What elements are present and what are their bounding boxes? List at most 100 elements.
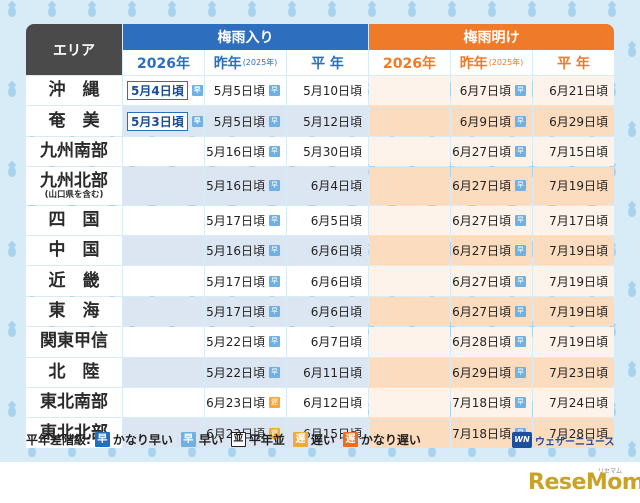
header-area: エリア: [26, 24, 122, 75]
header-tsuyu-ake: 梅雨明け: [369, 24, 614, 50]
raindrop-icon: [468, 446, 476, 457]
early-badge-icon: 早: [515, 145, 526, 157]
ake-lastyear-cell-text: 6月27日頃: [452, 213, 511, 228]
ake-2026-cell: [369, 327, 450, 357]
iri-heinen-cell: 6月6日頃: [287, 236, 368, 266]
ake-heinen-cell-text: 7月19日頃: [549, 335, 608, 350]
area-cell: 沖 縄: [26, 76, 122, 106]
iri-lastyear-cell: 5月16日頃早: [205, 236, 286, 266]
iri-lastyear-cell-text: 5月5日頃: [213, 114, 265, 129]
raindrop-icon: [368, 6, 376, 17]
early-badge-icon: 早: [269, 366, 280, 378]
raindrop-icon: [8, 6, 16, 17]
raindrop-icon: [148, 446, 156, 457]
area-cell: 北 陸: [26, 357, 122, 387]
ake-lastyear-cell-text: 6月27日頃: [452, 304, 511, 319]
ake-heinen-cell-text: 7月19日頃: [549, 304, 608, 319]
ake-heinen-cell: 7月15日頃: [533, 136, 614, 167]
ake-lastyear-cell: 6月27日頃早: [451, 205, 532, 235]
early-badge-icon: 早: [269, 275, 280, 287]
raindrop-icon: [388, 446, 396, 457]
iri-lastyear-cell-text: 5月17日頃: [206, 304, 265, 319]
ake-lastyear-cell-text: 6月29日頃: [452, 365, 511, 380]
iri-lastyear-cell: 5月16日頃早: [205, 136, 286, 167]
ake-heinen-cell: 6月21日頃: [533, 76, 614, 106]
raindrop-icon: [628, 46, 636, 57]
legend-items: 早かなり早い早早い並平年並遅遅い遅かなり遅い: [94, 431, 429, 448]
early-badge-icon: 早: [269, 85, 280, 97]
area-name: 沖 縄: [48, 80, 100, 101]
ake-2026-cell: [369, 266, 450, 296]
raindrop-icon: [48, 6, 56, 17]
iri-2026-cell-text: 5月3日頃: [127, 111, 188, 131]
subheader-iri-lastyear: 昨年 (2025年): [205, 50, 286, 75]
ake-lastyear-cell-text: 7月18日頃: [452, 396, 511, 411]
ake-heinen-cell: 7月28日頃: [533, 418, 614, 448]
legend-item: 遅遅い: [292, 431, 335, 448]
iri-heinen-cell-text: 6月6日頃: [310, 274, 362, 289]
legend-swatch-icon: 並: [230, 431, 246, 447]
ake-lastyear-cell-text: 7月18日頃: [452, 426, 511, 441]
ake-lastyear-cell: 6月27日頃早: [451, 136, 532, 167]
early-badge-icon: 早: [269, 115, 280, 127]
legend-label: かなり早い: [112, 432, 173, 447]
ake-lastyear-cell: 6月29日頃早: [451, 357, 532, 387]
raindrop-icon: [628, 446, 636, 457]
ake-lastyear-cell: 6月27日頃早: [451, 296, 532, 327]
iri-2026-cell: [123, 357, 204, 387]
early-badge-icon: 早: [515, 115, 526, 127]
raindrop-icon: [408, 6, 416, 17]
iri-lastyear-cell: 5月17日頃早: [205, 205, 286, 235]
ake-2026-cell: [369, 106, 450, 136]
iri-lastyear-cell-text: 5月17日頃: [206, 274, 265, 289]
ake-lastyear-cell: 7月18日頃早: [451, 388, 532, 418]
area-cell: 東 海: [26, 296, 122, 327]
area-subnote: (山口県を含む): [44, 189, 104, 200]
subheader-ake-lastyear: 昨年 (2025年): [451, 50, 532, 75]
raindrop-icon: [268, 446, 276, 457]
raindrop-icon: [508, 446, 516, 457]
early-badge-icon: 早: [515, 85, 526, 97]
early-badge-icon: 早: [269, 336, 280, 348]
iri-lastyear-cell-text: 6月23日頃: [206, 396, 265, 411]
area-name: 四 国: [48, 209, 100, 230]
ake-lastyear-cell: 6月27日頃早: [451, 167, 532, 205]
iri-lastyear-cell-text: 5月22日頃: [206, 335, 265, 350]
raindrop-icon: [348, 446, 356, 457]
legend-item: 遅かなり遅い: [342, 431, 421, 448]
iri-heinen-cell-text: 6月5日頃: [310, 213, 362, 228]
raindrop-icon: [568, 6, 576, 17]
iri-heinen-cell: 6月4日頃: [287, 167, 368, 205]
ake-heinen-cell-text: 7月23日頃: [549, 365, 608, 380]
legend-swatch-icon: 早: [180, 431, 196, 447]
ake-heinen-cell-text: 7月24日頃: [549, 396, 608, 411]
iri-heinen-cell: 6月6日頃: [287, 266, 368, 296]
raindrop-icon: [448, 6, 456, 17]
ake-heinen-cell: 7月19日頃: [533, 266, 614, 296]
legend-item: 早かなり早い: [94, 431, 173, 448]
raindrop-icon: [488, 6, 496, 17]
raindrop-icon: [588, 446, 596, 457]
legend-label: 遅い: [310, 432, 335, 447]
raindrop-icon: [88, 6, 96, 17]
early-badge-icon: 早: [515, 180, 526, 192]
raindrop-icon: [528, 326, 536, 337]
ake-heinen-cell: 7月19日頃: [533, 296, 614, 327]
iri-2026-cell: [123, 266, 204, 296]
legend-item: 早早い: [180, 431, 223, 448]
raindrop-icon: [628, 286, 636, 297]
iri-heinen-cell-text: 5月30日頃: [303, 144, 362, 159]
raindrop-icon: [128, 6, 136, 17]
ake-heinen-cell-text: 7月17日頃: [549, 213, 608, 228]
early-badge-icon: 早: [515, 245, 526, 257]
iri-lastyear-cell-text: 5月17日頃: [206, 213, 265, 228]
iri-lastyear-cell: 5月22日頃早: [205, 357, 286, 387]
early-badge-icon: 早: [269, 145, 280, 157]
raindrop-icon: [528, 406, 536, 417]
raindrop-icon: [608, 6, 616, 17]
area-name: 東北北部: [40, 422, 108, 443]
subheader-ake-2026: 2026年: [369, 50, 450, 75]
area-cell: 九州北部 (山口県を含む): [26, 167, 122, 205]
iri-2026-cell: [123, 296, 204, 327]
ake-lastyear-cell: 6月27日頃早: [451, 236, 532, 266]
